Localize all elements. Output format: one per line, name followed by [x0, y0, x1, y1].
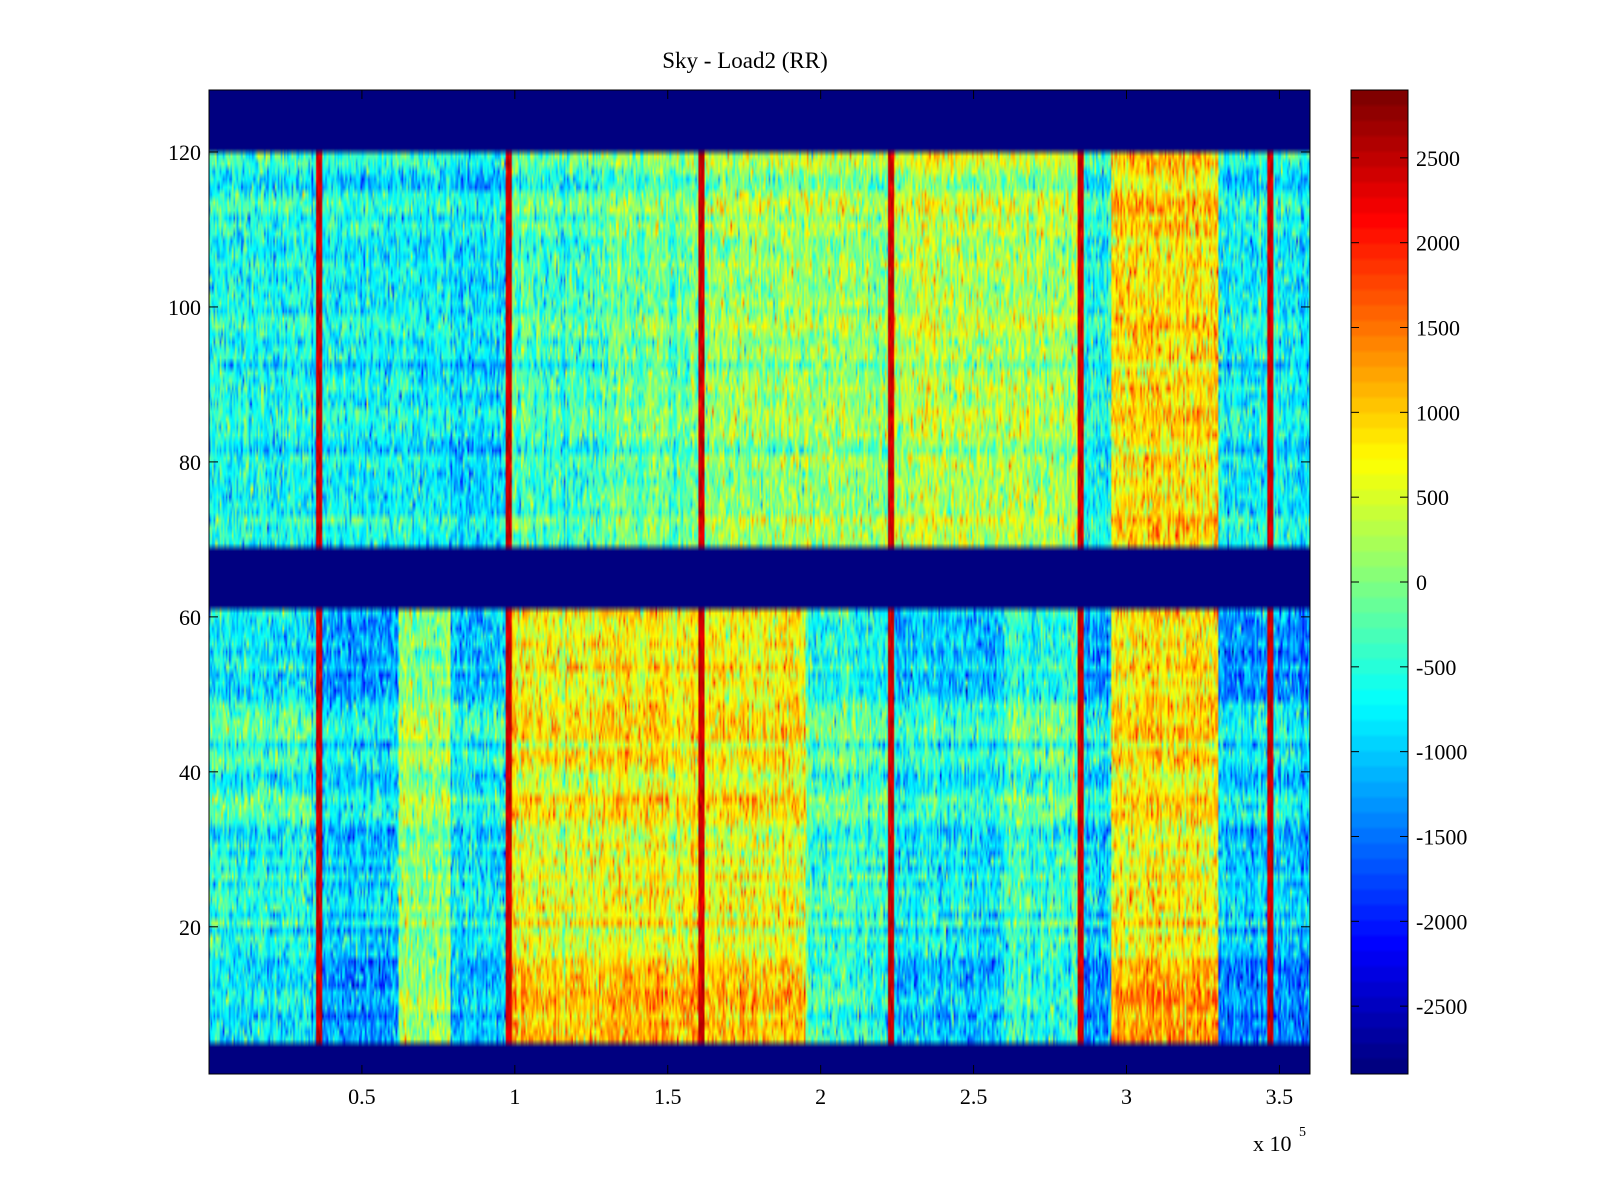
- colorbar-tick-label: -2000: [1416, 909, 1467, 934]
- y-tick-label: 60: [179, 605, 201, 630]
- x-tick-label: 3.5: [1266, 1084, 1294, 1109]
- y-tick-label: 40: [179, 760, 201, 785]
- y-tick-label: 80: [179, 450, 201, 475]
- x-axis: 0.5 1 1.5 2 2.5 3 3.5: [348, 90, 1293, 1109]
- colorbar-tick-label: 0: [1416, 570, 1427, 595]
- x-axis-multiplier: x 10 5: [1253, 1125, 1306, 1156]
- heatmap-image: [209, 90, 1310, 1074]
- colorbar-ticks: 2500 2000 1500 1000 500 0 -500 -1000 -1500 -2000 -…: [1351, 146, 1467, 1019]
- x-tick-label: 0.5: [348, 1084, 376, 1109]
- plot-frame: [208, 89, 1311, 1075]
- colorbar-tick-label: -500: [1416, 655, 1456, 680]
- colorbar: 2500 2000 1500 1000 500 0 -500 -1000 -1500 -2000 -…: [1350, 89, 1467, 1075]
- colorbar-tick-label: -1000: [1416, 740, 1467, 765]
- y-tick-label: 100: [168, 295, 201, 320]
- colorbar-tick-label: 2500: [1416, 146, 1460, 171]
- chart-title: Sky - Load2 (RR): [662, 48, 827, 73]
- colorbar-tick-label: 1000: [1416, 400, 1460, 425]
- x-tick-label: 1: [509, 1084, 520, 1109]
- y-tick-label: 120: [168, 140, 201, 165]
- y-axis: 20 40 60 80 100 120: [168, 140, 1310, 940]
- x-tick-label: 2.5: [960, 1084, 988, 1109]
- colorbar-gradient: [1351, 90, 1408, 1074]
- colorbar-tick-label: 500: [1416, 485, 1449, 510]
- colorbar-tick-label: -2500: [1416, 994, 1467, 1019]
- colorbar-tick-label: 2000: [1416, 231, 1460, 256]
- y-tick-label: 20: [179, 915, 201, 940]
- x-tick-label: 3: [1121, 1084, 1132, 1109]
- x-tick-label: 1.5: [654, 1084, 682, 1109]
- x-tick-label: 2: [815, 1084, 826, 1109]
- x-axis-multiplier-exponent: 5: [1299, 1125, 1306, 1140]
- colorbar-tick-label: -1500: [1416, 824, 1467, 849]
- x-axis-multiplier-base: x 10: [1253, 1131, 1292, 1156]
- colorbar-tick-label: 1500: [1416, 316, 1460, 341]
- heatmap-plot-area: [208, 89, 1311, 1075]
